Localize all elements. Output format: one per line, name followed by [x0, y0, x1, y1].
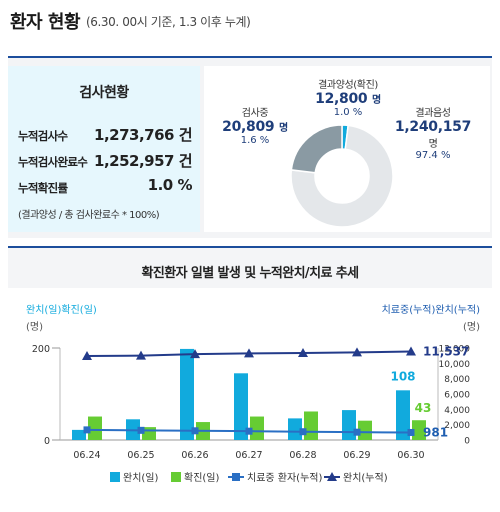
data-label-confirmed-last: 43 [415, 401, 432, 415]
point-released-cumulative [406, 346, 416, 356]
point-released-cumulative [298, 347, 308, 357]
test-summary-panel: 검사현황 누적검사수 1,273,766 건 누적검사완료수 1,252,957… [8, 66, 200, 232]
x-tick-label: 06.24 [73, 450, 100, 461]
legend-marker [232, 473, 240, 481]
x-tick-label: 06.30 [397, 450, 424, 461]
page-subtitle: (6.30. 00시 기준, 1.3 이후 누계) [86, 15, 251, 29]
right-tick-label: 10,000 [439, 360, 471, 370]
right-tick-label: 6,000 [444, 391, 470, 401]
pie-negative-unit: 명 [428, 139, 438, 150]
legend-label: 완치(일) [123, 472, 159, 484]
trend-chart: 완치(일)확진(일)(명)치료중(누적)완치(누적)(명)020002,0004… [26, 304, 481, 484]
left-tick-label: 0 [44, 436, 50, 447]
pie-label-testing: 검사중 20,809 명 1.6 % [210, 104, 300, 146]
x-tick-label: 06.29 [343, 450, 370, 461]
pie-slice-testing [290, 124, 343, 174]
left-tick-label: 200 [32, 344, 50, 355]
point-released-cumulative [136, 350, 146, 360]
pie-testing-label: 검사중 [241, 108, 269, 119]
legend-marker [327, 472, 337, 481]
legend-swatch [171, 472, 181, 482]
stat-value: 1.0 % [147, 176, 193, 194]
test-result-pie-chart [290, 124, 394, 228]
trend-plot-area: 완치(일)확진(일) (명) 치료중(누적)완치(누적) (명) 0 200 0 2,000 4… [8, 288, 492, 510]
data-label-released-last: 108 [390, 369, 415, 383]
pie-positive-label: 결과양성(확진) [318, 80, 378, 91]
point-isolated-cumulative [137, 426, 145, 434]
pie-negative-label: 결과음성 [415, 108, 451, 119]
right-tick-label: 2,000 [444, 421, 470, 431]
left-axis-title: 완치(일)확진(일) [26, 304, 97, 316]
page-title: 환자 현황 [10, 12, 81, 33]
stat-label: 누적검사수 [18, 129, 68, 143]
pie-label-negative: 결과음성 1,240,157 명 97.4 % [378, 104, 488, 161]
x-tick-label: 06.25 [127, 450, 154, 461]
pie-negative-value: 1,240,157 [394, 119, 472, 135]
pie-label-positive: 결과양성(확진) 12,800 명 1.0 % [308, 76, 388, 118]
point-isolated-cumulative [83, 426, 91, 434]
point-released-cumulative [82, 351, 92, 361]
right-axis-title: 치료중(누적)완치(누적) [382, 304, 481, 316]
legend-item: 확진(일) [171, 472, 220, 484]
pie-positive-value: 12,800 [315, 91, 368, 107]
bar-confirmed-daily [358, 420, 372, 440]
test-result-pie-panel: 결과양성(확진) 12,800 명 1.0 % 검사중 20,809 명 1.6… [204, 66, 490, 232]
bar-confirmed-daily [304, 411, 318, 440]
bar-released-daily [396, 390, 410, 440]
stat-completed-tests: 누적검사완료수 1,252,957 건 [18, 150, 192, 172]
pie-positive-unit: 명 [371, 95, 381, 106]
chart-title: 확진환자 일별 발생 및 누적완치/치료 추세 [141, 266, 360, 281]
point-released-cumulative [190, 349, 200, 359]
pie-testing-pct: 1.6 % [240, 135, 270, 146]
bar-released-daily [288, 418, 302, 440]
stat-value: 1,273,766 건 [94, 126, 192, 144]
x-tick-label: 06.26 [181, 450, 208, 461]
point-isolated-cumulative [299, 428, 307, 436]
stat-positive-rate: 누적확진률 1.0 % [18, 176, 193, 198]
page-header: 환자 현황 (6.30. 00시 기준, 1.3 이후 누계) [8, 4, 498, 36]
pie-testing-unit: 명 [278, 123, 288, 134]
point-isolated-cumulative [353, 428, 361, 436]
bar-confirmed-daily [250, 416, 264, 440]
data-label-isolated-last: 981 [423, 425, 448, 439]
pie-slice-negative [290, 124, 394, 228]
right-tick-label: 8,000 [444, 375, 470, 385]
bar-released-daily [180, 348, 194, 440]
legend-item: 치료중 환자(누적) [228, 472, 322, 484]
x-tick-label: 06.28 [289, 450, 316, 461]
stat-label: 누적확진률 [18, 181, 68, 195]
summary-title: 검사현황 [79, 85, 129, 101]
x-tick-label: 06.27 [235, 450, 262, 461]
legend-swatch [110, 472, 120, 482]
point-isolated-cumulative [245, 427, 253, 435]
legend-label: 치료중 환자(누적) [247, 472, 322, 484]
pie-positive-pct: 1.0 % [333, 107, 363, 118]
summary-note: (결과양성 / 총 검사완료수 * 100%) [18, 210, 160, 221]
stat-value: 1,252,957 건 [94, 152, 192, 170]
test-status-card: 검사현황 누적검사수 1,273,766 건 누적검사완료수 1,252,957… [8, 56, 492, 238]
trend-chart-card: 확진환자 일별 발생 및 누적완치/치료 추세 완치(일)확진(일) (명) 치료중… [8, 246, 492, 510]
bar-confirmed-daily [412, 420, 426, 440]
data-label-released-cumulative-last: 11,537 [423, 345, 469, 359]
bar-released-daily [234, 373, 248, 440]
bar-confirmed-daily [88, 416, 102, 440]
point-isolated-cumulative [407, 428, 415, 436]
right-tick-label: 12,000 [439, 345, 471, 355]
left-axis-unit: (명) [26, 321, 43, 333]
legend-item: 완치(누적) [324, 472, 388, 484]
bar-released-daily [72, 429, 86, 440]
pie-negative-pct: 97.4 % [415, 150, 451, 161]
point-released-cumulative [244, 348, 254, 358]
legend-item: 완치(일) [110, 472, 159, 484]
right-tick-label: 0 [464, 437, 470, 447]
point-isolated-cumulative [191, 427, 199, 435]
pie-testing-value: 20,809 [222, 119, 275, 135]
right-axis-unit: (명) [463, 321, 480, 333]
legend-label: 완치(누적) [343, 472, 388, 484]
point-released-cumulative [352, 347, 362, 357]
stat-label: 누적검사완료수 [18, 155, 88, 169]
legend-label: 확진(일) [184, 472, 220, 484]
right-tick-label: 4,000 [444, 406, 470, 416]
stat-total-tests: 누적검사수 1,273,766 건 [18, 124, 192, 146]
